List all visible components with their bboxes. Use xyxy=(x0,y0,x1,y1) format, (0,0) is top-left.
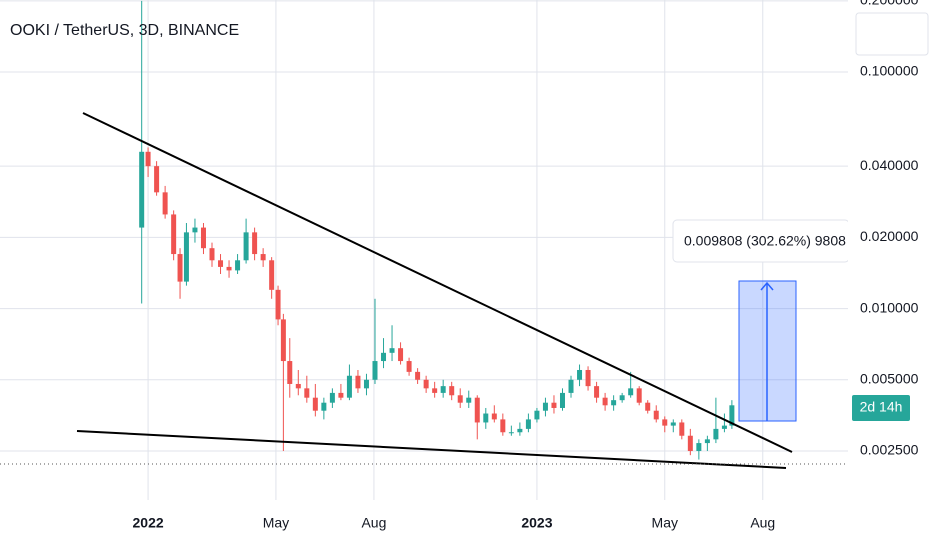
x-tick-label: 2022 xyxy=(133,515,164,531)
candle-body xyxy=(628,388,634,396)
candle-body xyxy=(679,422,685,436)
y-tick-label: 0.020000 xyxy=(860,228,919,244)
candle-body xyxy=(171,214,177,255)
candle-body xyxy=(162,192,168,215)
candle-body xyxy=(568,379,574,393)
candle-body xyxy=(491,413,497,420)
candle-body xyxy=(662,419,668,426)
candle-body xyxy=(577,369,583,380)
candle-body xyxy=(145,151,151,167)
candle-body xyxy=(474,397,480,423)
y-tick-label: 0.100000 xyxy=(860,63,919,79)
x-tick-label: Aug xyxy=(361,515,386,531)
candle-body xyxy=(329,392,335,403)
candle-body xyxy=(406,361,412,372)
candle-body xyxy=(432,388,438,393)
trend-line xyxy=(76,430,787,469)
countdown: 2d 14h xyxy=(860,399,903,415)
trend-line xyxy=(82,112,793,453)
time-axis xyxy=(0,500,848,550)
candle-body xyxy=(304,388,310,398)
candle-body xyxy=(449,386,455,396)
candle-body xyxy=(226,266,232,271)
candle-body xyxy=(611,400,617,406)
x-tick-label: 2023 xyxy=(521,515,552,531)
candle-body xyxy=(423,379,429,389)
candle-body xyxy=(139,151,145,228)
y-tick-label: 0.005000 xyxy=(860,370,919,386)
candle-body xyxy=(260,254,266,261)
y-tick-label: 0.040000 xyxy=(860,157,919,173)
candle-body xyxy=(295,383,301,389)
candle-body xyxy=(670,422,676,426)
candle-body xyxy=(269,260,275,290)
candle-body xyxy=(154,166,160,193)
candle-body xyxy=(585,369,591,387)
candle-body xyxy=(218,260,224,267)
candle-body xyxy=(280,319,286,362)
candle-body xyxy=(200,227,206,249)
candle-body xyxy=(636,388,642,403)
header-button[interactable] xyxy=(855,12,929,56)
candle-body xyxy=(346,375,352,398)
x-tick-label: Aug xyxy=(750,515,775,531)
x-tick-label: May xyxy=(263,515,289,531)
candle-body xyxy=(534,410,540,420)
candle-body xyxy=(602,397,608,406)
candle-body xyxy=(721,425,727,429)
candle-body xyxy=(363,379,369,389)
candle-body xyxy=(415,371,421,380)
price-axis xyxy=(848,0,932,550)
candle-body xyxy=(466,397,472,403)
y-tick-label: 0.002500 xyxy=(860,442,919,458)
candle-body xyxy=(312,397,318,411)
measure-label: 0.009808 (302.62%) 9808 xyxy=(684,233,846,249)
measure-arrowhead xyxy=(760,281,774,291)
candle-body xyxy=(559,392,565,408)
candle-body xyxy=(517,428,523,433)
candle-body xyxy=(645,402,651,411)
candle-body xyxy=(235,260,241,271)
x-tick-label: May xyxy=(652,515,678,531)
candle-body xyxy=(713,428,719,440)
candle-body xyxy=(243,232,249,261)
candle-body xyxy=(696,443,702,451)
candle-body xyxy=(619,395,625,401)
candle-body xyxy=(594,386,600,398)
candle-body xyxy=(704,439,710,444)
candle-body xyxy=(483,413,489,423)
candle-body xyxy=(440,386,446,393)
candle-body xyxy=(389,348,395,353)
y-tick-label: 0.010000 xyxy=(860,299,919,315)
candle-body xyxy=(687,435,693,451)
candle-body xyxy=(457,395,463,403)
countdown-box xyxy=(852,395,910,421)
candle-body xyxy=(372,361,378,380)
chart-title: OOKI / TetherUS, 3D, BINANCE xyxy=(10,22,239,39)
candle-body xyxy=(183,232,189,282)
candle-body xyxy=(287,361,293,384)
candle-body xyxy=(542,402,548,411)
candle-body xyxy=(398,348,404,362)
candle-body xyxy=(192,227,198,233)
candle-body xyxy=(525,419,531,429)
candle-body xyxy=(275,289,281,320)
candle-body xyxy=(508,432,514,434)
candle-body xyxy=(209,248,215,261)
candle-body xyxy=(177,254,183,282)
candle-body xyxy=(252,232,258,255)
candle-body xyxy=(500,419,506,433)
candle-body xyxy=(381,352,387,362)
candle-body xyxy=(321,402,327,411)
candle-body xyxy=(653,410,659,420)
candle-body xyxy=(729,405,735,426)
candle-body xyxy=(338,392,344,398)
candle-body xyxy=(551,402,557,408)
candle-body xyxy=(355,375,361,389)
